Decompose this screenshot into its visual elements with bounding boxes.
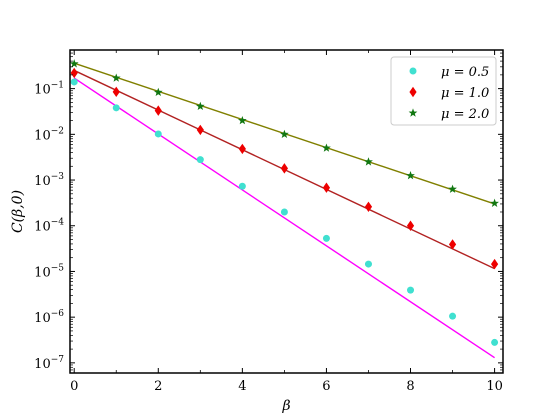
y-tick-label: 10−7	[34, 355, 64, 372]
data-point	[196, 102, 205, 110]
data-point	[449, 313, 456, 320]
data-point	[410, 68, 417, 75]
data-point	[155, 130, 162, 137]
legend-label: μ = 0.5	[441, 65, 489, 80]
y-tick-label: 10−4	[34, 218, 64, 235]
y-tick-label: 10−2	[34, 126, 64, 143]
data-point	[280, 130, 289, 138]
y-tick-label: 10−1	[34, 81, 64, 98]
data-point	[239, 144, 246, 154]
y-tick-label: 10−6	[34, 309, 64, 326]
data-point	[364, 157, 373, 165]
data-point	[197, 125, 204, 135]
x-tick-label: 2	[154, 379, 162, 394]
x-tick-label: 4	[238, 379, 246, 394]
data-point	[406, 171, 415, 179]
data-point	[154, 88, 163, 96]
data-point	[239, 183, 246, 190]
data-point	[407, 287, 414, 294]
data-point	[365, 261, 372, 268]
x-axis-label: β	[281, 398, 290, 414]
x-tick-label: 0	[70, 379, 78, 394]
data-point	[448, 185, 457, 193]
data-point	[71, 68, 78, 78]
y-tick-label: 10−5	[34, 263, 64, 280]
data-point	[155, 105, 162, 115]
data-point	[70, 59, 79, 67]
data-point	[112, 73, 121, 81]
data-point	[71, 78, 78, 85]
data-point	[197, 156, 204, 163]
x-tick-label: 10	[486, 379, 503, 394]
data-point	[491, 339, 498, 346]
legend: μ = 0.5 μ = 1.0 μ = 2.0	[391, 57, 496, 125]
data-point	[281, 208, 288, 215]
legend-label: μ = 2.0	[441, 107, 489, 122]
data-point	[113, 104, 120, 111]
data-point	[407, 221, 414, 231]
y-tick-label: 10−3	[34, 172, 64, 189]
data-point	[490, 199, 499, 207]
data-point	[322, 143, 331, 151]
legend-label: μ = 1.0	[441, 86, 489, 101]
data-point	[238, 116, 247, 124]
y-axis-label: C(β,0)	[10, 190, 26, 233]
data-point	[323, 235, 330, 242]
data-point	[281, 163, 288, 173]
data-point	[113, 87, 120, 97]
x-tick-label: 6	[322, 379, 330, 394]
x-tick-label: 8	[406, 379, 414, 394]
